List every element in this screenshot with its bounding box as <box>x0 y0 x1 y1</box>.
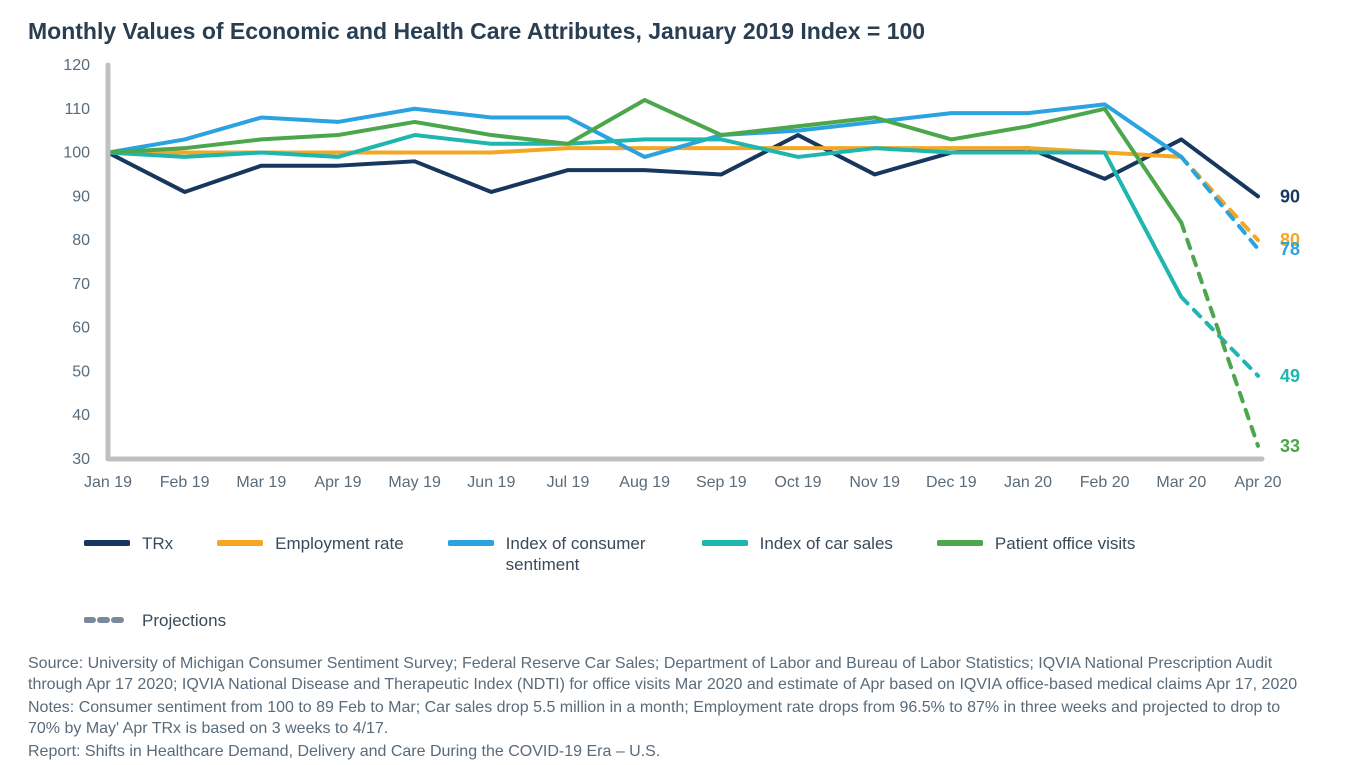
svg-text:Oct 19: Oct 19 <box>774 474 821 491</box>
legend-item: TRx <box>84 533 173 576</box>
series-carsales <box>108 135 1181 297</box>
legend-label: Employment rate <box>275 533 404 554</box>
svg-text:Dec 19: Dec 19 <box>926 474 977 491</box>
svg-text:Jul 19: Jul 19 <box>547 474 590 491</box>
svg-text:Feb 19: Feb 19 <box>160 474 210 491</box>
svg-text:Feb 20: Feb 20 <box>1080 474 1130 491</box>
footnote-notes: Notes: Consumer sentiment from 100 to 89… <box>28 697 1308 739</box>
footnote-report: Report: Shifts in Healthcare Demand, Del… <box>28 741 1308 762</box>
svg-text:Sep 19: Sep 19 <box>696 474 747 491</box>
legend-item: Projections <box>84 610 226 631</box>
legend-swatch <box>448 533 494 553</box>
footnote-source: Source: University of Michigan Consumer … <box>28 653 1308 695</box>
svg-text:Apr 20: Apr 20 <box>1234 474 1281 491</box>
chart-container: Monthly Values of Economic and Health Ca… <box>0 0 1352 765</box>
series-visits-projection <box>1181 223 1258 446</box>
legend-swatch <box>937 533 983 553</box>
svg-text:Mar 19: Mar 19 <box>236 474 286 491</box>
legend-item: Index of consumer sentiment <box>448 533 658 576</box>
svg-text:80: 80 <box>72 232 90 249</box>
svg-text:70: 70 <box>72 276 90 293</box>
legend-swatch <box>84 610 130 630</box>
svg-text:Aug 19: Aug 19 <box>619 474 670 491</box>
svg-text:30: 30 <box>72 451 90 468</box>
svg-text:May 19: May 19 <box>388 474 441 491</box>
svg-text:Apr 19: Apr 19 <box>314 474 361 491</box>
legend-label: Patient office visits <box>995 533 1135 554</box>
end-label: 49 <box>1280 366 1300 386</box>
svg-text:120: 120 <box>63 57 90 74</box>
svg-text:60: 60 <box>72 320 90 337</box>
series-carsales-projection <box>1181 297 1258 376</box>
end-label: 78 <box>1280 239 1300 259</box>
svg-text:Jan 20: Jan 20 <box>1004 474 1052 491</box>
end-label: 33 <box>1280 436 1300 456</box>
line-chart: 30 40 50 60 70 80 90 100 110 120 Jan 19 Feb 19 Mar 1… <box>28 51 1324 511</box>
legend-item: Employment rate <box>217 533 404 576</box>
legend-label: Index of car sales <box>760 533 893 554</box>
legend: TRx Employment rate Index of consumer sent… <box>84 533 1284 631</box>
svg-text:Jan 19: Jan 19 <box>84 474 132 491</box>
legend-label: Index of consumer sentiment <box>506 533 658 576</box>
svg-text:40: 40 <box>72 407 90 424</box>
legend-item: Patient office visits <box>937 533 1135 576</box>
legend-item: Index of car sales <box>702 533 893 576</box>
svg-text:100: 100 <box>63 145 90 162</box>
legend-swatch <box>84 533 130 553</box>
svg-text:110: 110 <box>64 101 90 118</box>
legend-label: TRx <box>142 533 173 554</box>
end-label: 90 <box>1280 186 1300 206</box>
svg-text:Nov 19: Nov 19 <box>849 474 900 491</box>
svg-text:Jun 19: Jun 19 <box>467 474 515 491</box>
legend-label: Projections <box>142 610 226 631</box>
series-sentiment-projection <box>1181 157 1258 249</box>
svg-text:Mar 20: Mar 20 <box>1156 474 1206 491</box>
legend-swatch <box>702 533 748 553</box>
svg-text:50: 50 <box>72 363 90 380</box>
legend-swatch <box>217 533 263 553</box>
svg-text:90: 90 <box>72 188 90 205</box>
footnotes: Source: University of Michigan Consumer … <box>28 653 1308 763</box>
chart-title: Monthly Values of Economic and Health Ca… <box>28 18 1324 45</box>
